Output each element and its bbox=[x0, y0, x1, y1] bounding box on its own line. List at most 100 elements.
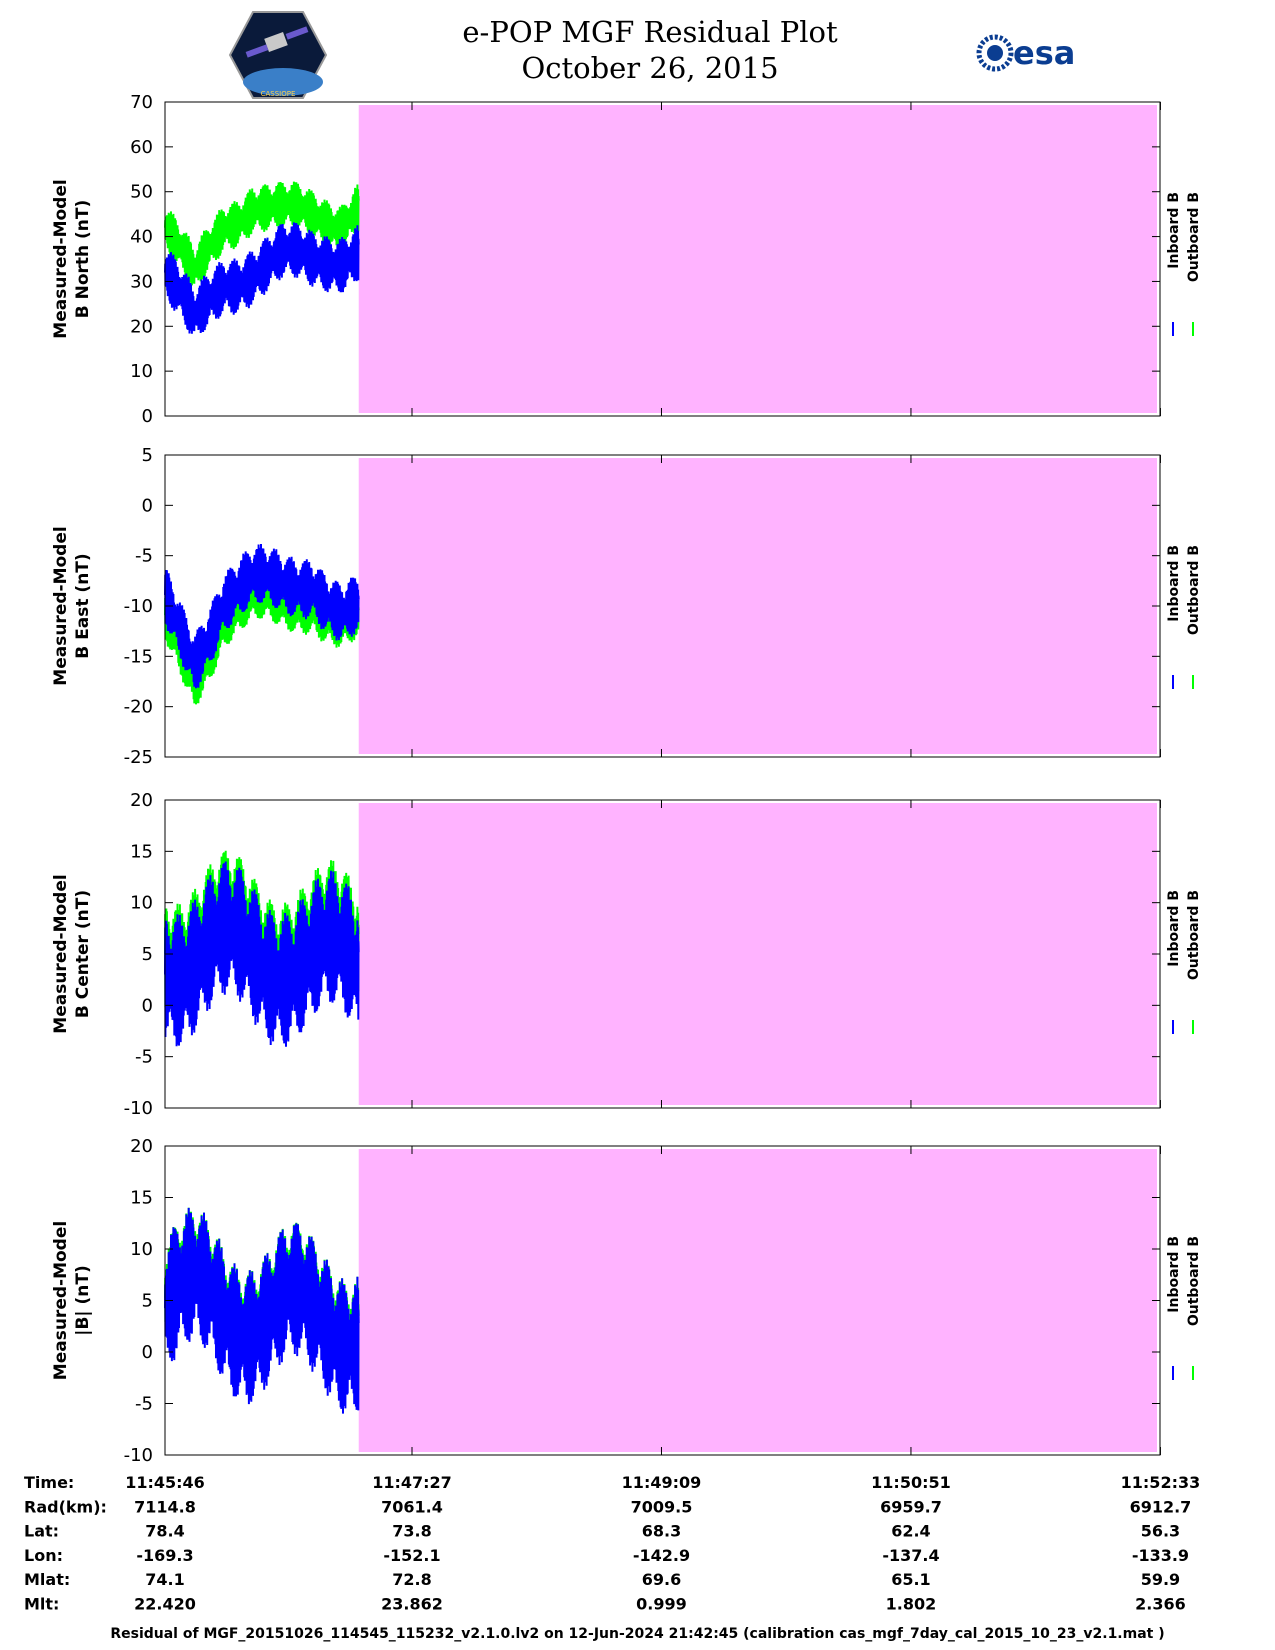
y-axis-label: Measured-Model bbox=[51, 874, 71, 1033]
info-row-label: Mlat: bbox=[24, 1570, 70, 1589]
y-tick-label: 15 bbox=[130, 841, 153, 862]
y-axis-label: B Center (nT) bbox=[73, 890, 93, 1018]
info-cell: 22.420 bbox=[134, 1595, 196, 1614]
chart-title: e-POP MGF Residual Plot October 26, 2015 bbox=[400, 14, 900, 86]
info-cell: 59.9 bbox=[1141, 1570, 1180, 1589]
y-axis-label: Measured-Model bbox=[51, 179, 71, 338]
y-axis-label: |B| (nT) bbox=[73, 1265, 93, 1336]
info-cell: 73.8 bbox=[392, 1522, 431, 1541]
y-tick-label: -10 bbox=[124, 596, 153, 617]
no-data-region bbox=[358, 1149, 1158, 1452]
info-row-label: Mlt: bbox=[24, 1595, 59, 1614]
y-axis-label: Measured-Model bbox=[51, 526, 71, 685]
legend-inboard: Inboard B bbox=[1166, 1236, 1182, 1313]
info-cell: 23.862 bbox=[381, 1595, 443, 1614]
series-line-outboard bbox=[164, 181, 360, 286]
info-cell: 6912.7 bbox=[1130, 1497, 1192, 1516]
info-cell: -137.4 bbox=[882, 1546, 939, 1565]
info-row-label: Lon: bbox=[24, 1546, 63, 1565]
y-tick-label: 10 bbox=[130, 361, 153, 382]
series-line-inboard bbox=[164, 543, 360, 689]
info-row-label: Rad(km): bbox=[24, 1497, 107, 1516]
series-line-inboard bbox=[164, 1207, 360, 1414]
footer-text: Residual of MGF_20151026_114545_115232_v… bbox=[110, 1626, 1165, 1642]
legend-outboard: Outboard B bbox=[1186, 192, 1202, 282]
info-cell: 7114.8 bbox=[134, 1497, 196, 1516]
y-tick-label: 15 bbox=[130, 1188, 153, 1209]
y-axis-label: B East (nT) bbox=[73, 553, 93, 658]
cassiope-logo: CASSIOPE bbox=[228, 11, 328, 99]
info-cell: 11:49:09 bbox=[622, 1473, 702, 1492]
y-tick-label: 5 bbox=[142, 445, 153, 466]
info-cell: 11:45:46 bbox=[125, 1473, 205, 1492]
legend-outboard: Outboard B bbox=[1186, 1236, 1202, 1326]
info-cell: -133.9 bbox=[1132, 1546, 1189, 1565]
info-cell: 0.999 bbox=[636, 1595, 687, 1614]
y-tick-label: 0 bbox=[142, 406, 153, 427]
y-tick-label: 10 bbox=[130, 1239, 153, 1260]
legend-inboard: Inboard B bbox=[1166, 545, 1182, 622]
info-cell: 7061.4 bbox=[381, 1497, 443, 1516]
y-tick-label: 0 bbox=[142, 995, 153, 1016]
y-tick-label: -10 bbox=[124, 1445, 153, 1466]
info-cell: 78.4 bbox=[145, 1522, 184, 1541]
y-tick-label: -5 bbox=[135, 1047, 153, 1068]
legend-inboard: Inboard B bbox=[1166, 192, 1182, 269]
info-cell: 68.3 bbox=[642, 1522, 681, 1541]
info-cell: 74.1 bbox=[145, 1570, 184, 1589]
y-tick-label: 50 bbox=[130, 182, 153, 203]
y-tick-label: 20 bbox=[130, 790, 153, 811]
legend-outboard: Outboard B bbox=[1186, 545, 1202, 635]
y-tick-label: 40 bbox=[130, 227, 153, 248]
series-line-inboard bbox=[164, 222, 360, 334]
y-axis-label: B North (nT) bbox=[73, 200, 93, 319]
info-cell: -169.3 bbox=[136, 1546, 193, 1565]
no-data-region bbox=[358, 458, 1158, 754]
info-cell: 62.4 bbox=[891, 1522, 930, 1541]
info-cell: 56.3 bbox=[1141, 1522, 1180, 1541]
info-cell: 65.1 bbox=[891, 1570, 930, 1589]
y-tick-label: 5 bbox=[142, 1291, 153, 1312]
info-cell: 2.366 bbox=[1135, 1595, 1186, 1614]
info-cell: 11:52:33 bbox=[1121, 1473, 1201, 1492]
y-tick-label: -20 bbox=[124, 697, 153, 718]
cassiope-logo-text: CASSIOPE bbox=[261, 90, 296, 98]
y-axis-label: Measured-Model bbox=[51, 1221, 71, 1380]
y-tick-label: 20 bbox=[130, 316, 153, 337]
info-cell: 7009.5 bbox=[631, 1497, 693, 1516]
info-cell: 6959.7 bbox=[880, 1497, 942, 1516]
no-data-region bbox=[358, 803, 1158, 1105]
info-cell: -152.1 bbox=[383, 1546, 440, 1565]
y-tick-label: 20 bbox=[130, 1136, 153, 1157]
series-line-inboard bbox=[164, 861, 360, 1047]
info-cell: 72.8 bbox=[392, 1570, 431, 1589]
info-cell: 1.802 bbox=[886, 1595, 937, 1614]
esa-logo-text: esa bbox=[1013, 34, 1075, 72]
y-tick-label: -25 bbox=[124, 747, 153, 768]
info-row-label: Lat: bbox=[24, 1522, 59, 1541]
legend-inboard: Inboard B bbox=[1166, 890, 1182, 967]
y-tick-label: 60 bbox=[130, 137, 153, 158]
y-tick-label: -15 bbox=[124, 646, 153, 667]
info-row-label: Time: bbox=[24, 1473, 74, 1492]
axes-box bbox=[164, 101, 1161, 417]
title-date: October 26, 2015 bbox=[521, 51, 779, 85]
title-line-1: e-POP MGF Residual Plot bbox=[462, 15, 838, 49]
y-tick-label: 30 bbox=[130, 271, 153, 292]
y-tick-label: 0 bbox=[142, 1342, 153, 1363]
legend-outboard: Outboard B bbox=[1186, 890, 1202, 980]
esa-logo: esa bbox=[976, 34, 1075, 72]
no-data-region bbox=[358, 105, 1158, 413]
info-cell: 11:47:27 bbox=[372, 1473, 452, 1492]
y-tick-label: 10 bbox=[130, 893, 153, 914]
y-tick-label: -10 bbox=[124, 1098, 153, 1119]
info-cell: 11:50:51 bbox=[871, 1473, 951, 1492]
y-tick-label: -5 bbox=[135, 546, 153, 567]
info-cell: -142.9 bbox=[633, 1546, 690, 1565]
y-tick-label: 70 bbox=[130, 92, 153, 113]
y-tick-label: 0 bbox=[142, 495, 153, 516]
y-tick-label: 5 bbox=[142, 944, 153, 965]
info-cell: 69.6 bbox=[642, 1570, 681, 1589]
y-tick-label: -5 bbox=[135, 1394, 153, 1415]
